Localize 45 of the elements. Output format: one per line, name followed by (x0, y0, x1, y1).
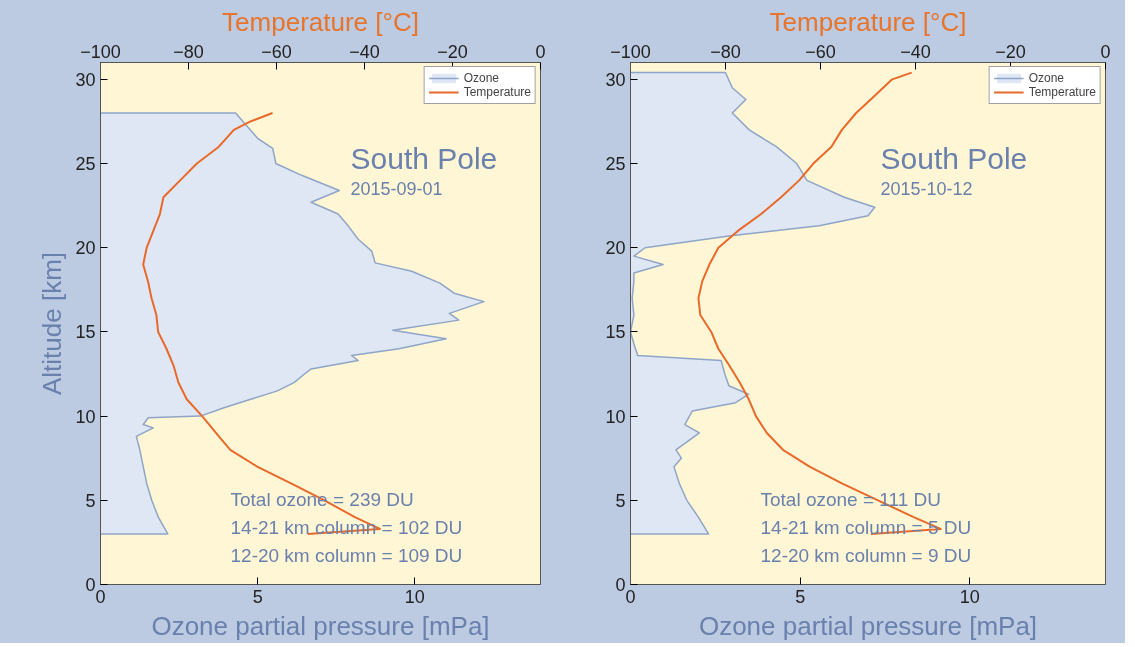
y-tick-label: 15 (75, 322, 96, 343)
x2-tick-label: −40 (900, 41, 931, 62)
x-tick-label: 10 (959, 586, 980, 607)
y-tick-label: 20 (605, 238, 626, 259)
annotation: 12-20 km column = 9 DU (760, 544, 972, 566)
x-axis-title: Ozone partial pressure [mPa] (698, 610, 1038, 641)
y-tick-label: 25 (75, 154, 96, 175)
x2-tick-label: 0 (535, 41, 546, 62)
legend-label: Temperature (463, 85, 531, 99)
x2-tick-label: −80 (173, 41, 204, 62)
y-axis-title: Altitude [km] (37, 251, 68, 396)
x2-tick-label: −60 (261, 41, 292, 62)
text: 2015-09-01 (350, 178, 443, 199)
x-tick-label: 5 (795, 586, 806, 607)
y-tick-label: 30 (75, 69, 96, 90)
y-tick-label: 20 (75, 238, 96, 259)
y-tick-label: 25 (605, 154, 626, 175)
x2-tick-label: −20 (995, 41, 1026, 62)
text: South Pole (880, 141, 1028, 175)
x2-tick-label: −100 (80, 41, 121, 62)
y-tick-label: 10 (75, 406, 96, 427)
x2-tick-label: −40 (349, 41, 380, 62)
annotation: 12-20 km column = 109 DU (230, 544, 463, 566)
x2-axis-title: Temperature [°C] (222, 6, 419, 37)
x2-tick-label: −100 (610, 41, 651, 62)
x2-tick-label: −80 (710, 41, 741, 62)
x2-tick-label: −20 (437, 41, 468, 62)
x2-tick-label: −60 (805, 41, 836, 62)
y-tick-label: 30 (605, 69, 626, 90)
x2-axis-title: Temperature [°C] (769, 6, 967, 37)
text: 2015-10-12 (880, 178, 973, 199)
annotation: Total ozone = 111 DU (760, 488, 941, 510)
y-tick-label: 5 (85, 490, 96, 511)
text: South Pole (350, 141, 498, 175)
x-tick-label: 10 (404, 586, 425, 607)
x2-tick-label: 0 (1100, 41, 1111, 62)
x-tick-label: 5 (252, 586, 263, 607)
x-axis-title: Ozone partial pressure [mPa] (151, 610, 490, 641)
legend-label: Ozone (1028, 71, 1064, 85)
y-tick-label: 5 (615, 490, 626, 511)
annotation: Total ozone = 239 DU (230, 488, 414, 510)
y-tick-label: 10 (605, 406, 626, 427)
legend-label: Ozone (463, 71, 499, 85)
y-tick-label: 15 (605, 322, 626, 343)
legend-label: Temperature (1028, 85, 1096, 99)
